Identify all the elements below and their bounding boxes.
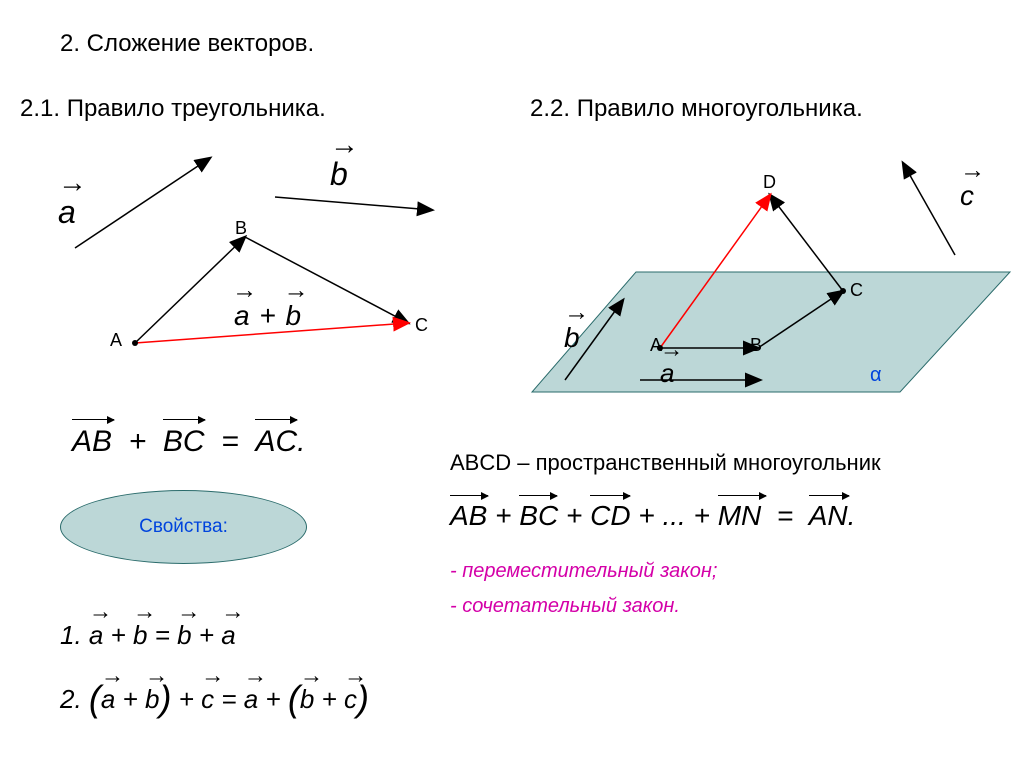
label-vec-a2: a (660, 358, 674, 389)
note-abcd: ABCD – пространственный многоугольник (450, 450, 881, 476)
label-vec-b2: b (564, 322, 580, 354)
poly-C-dot (840, 288, 846, 294)
plane-alpha (532, 272, 1010, 392)
poly-label-D: D (763, 172, 776, 193)
vector-AB (135, 237, 245, 343)
properties-ellipse: Свойства: (60, 490, 307, 564)
free-vector-b (275, 197, 432, 210)
label-A: A (110, 330, 122, 351)
label-vec-a: a (58, 194, 76, 231)
free-vector-a (75, 158, 210, 248)
law-1: - переместительный закон; (450, 560, 717, 583)
poly-label-B: B (750, 335, 762, 356)
label-B: B (235, 218, 247, 239)
poly-label-C: C (850, 280, 863, 301)
label-alpha: α (870, 364, 882, 387)
poly-label-A: A (650, 335, 662, 356)
free-vector-c (903, 163, 955, 255)
eq-polygon: AB + BC + CD + ... + MN = AN. (450, 500, 855, 532)
point-A-dot (132, 340, 138, 346)
law-2: - сочетательный закон. (450, 595, 680, 618)
label-vec-ab: a + b (232, 300, 303, 332)
prop-1: 1. a + b = b + a (60, 620, 236, 651)
label-vec-b: b (330, 156, 348, 193)
label-vec-c: c (960, 180, 974, 212)
label-C: C (415, 315, 428, 336)
properties-label: Свойства: (139, 516, 228, 538)
eq-triangle: AB + BC = AC. (72, 425, 305, 459)
prop-2: 2. (a + b) + c = a + (b + c) (60, 675, 369, 717)
